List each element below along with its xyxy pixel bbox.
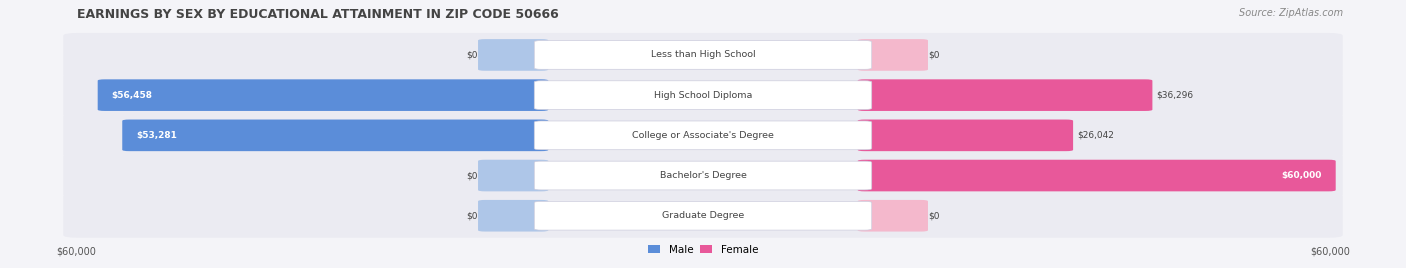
Text: $60,000: $60,000 (1281, 171, 1322, 180)
Text: Source: ZipAtlas.com: Source: ZipAtlas.com (1239, 8, 1343, 18)
Text: Graduate Degree: Graduate Degree (662, 211, 744, 220)
FancyBboxPatch shape (858, 39, 928, 71)
FancyBboxPatch shape (63, 33, 1343, 77)
FancyBboxPatch shape (63, 113, 1343, 157)
Text: $0: $0 (467, 171, 478, 180)
Text: $60,000: $60,000 (56, 247, 96, 256)
Legend: Male, Female: Male, Female (648, 245, 758, 255)
FancyBboxPatch shape (858, 79, 1153, 111)
FancyBboxPatch shape (63, 154, 1343, 198)
FancyBboxPatch shape (534, 121, 872, 150)
FancyBboxPatch shape (122, 120, 548, 151)
Text: $36,296: $36,296 (1157, 91, 1194, 100)
Text: $0: $0 (928, 211, 939, 220)
Text: College or Associate's Degree: College or Associate's Degree (633, 131, 773, 140)
FancyBboxPatch shape (534, 81, 872, 110)
FancyBboxPatch shape (534, 201, 872, 230)
FancyBboxPatch shape (534, 40, 872, 69)
FancyBboxPatch shape (478, 200, 548, 232)
FancyBboxPatch shape (858, 200, 928, 232)
Text: Bachelor's Degree: Bachelor's Degree (659, 171, 747, 180)
FancyBboxPatch shape (97, 79, 548, 111)
FancyBboxPatch shape (858, 160, 1336, 191)
Text: $0: $0 (928, 50, 939, 59)
Text: $0: $0 (467, 50, 478, 59)
Text: Less than High School: Less than High School (651, 50, 755, 59)
Text: $26,042: $26,042 (1077, 131, 1114, 140)
FancyBboxPatch shape (478, 39, 548, 71)
Text: $53,281: $53,281 (136, 131, 177, 140)
FancyBboxPatch shape (478, 160, 548, 191)
Text: $60,000: $60,000 (1310, 247, 1350, 256)
FancyBboxPatch shape (63, 73, 1343, 117)
Text: $0: $0 (467, 211, 478, 220)
FancyBboxPatch shape (534, 161, 872, 190)
FancyBboxPatch shape (858, 120, 1073, 151)
FancyBboxPatch shape (63, 194, 1343, 238)
Text: High School Diploma: High School Diploma (654, 91, 752, 100)
Text: $56,458: $56,458 (111, 91, 153, 100)
Text: EARNINGS BY SEX BY EDUCATIONAL ATTAINMENT IN ZIP CODE 50666: EARNINGS BY SEX BY EDUCATIONAL ATTAINMEN… (77, 8, 560, 21)
